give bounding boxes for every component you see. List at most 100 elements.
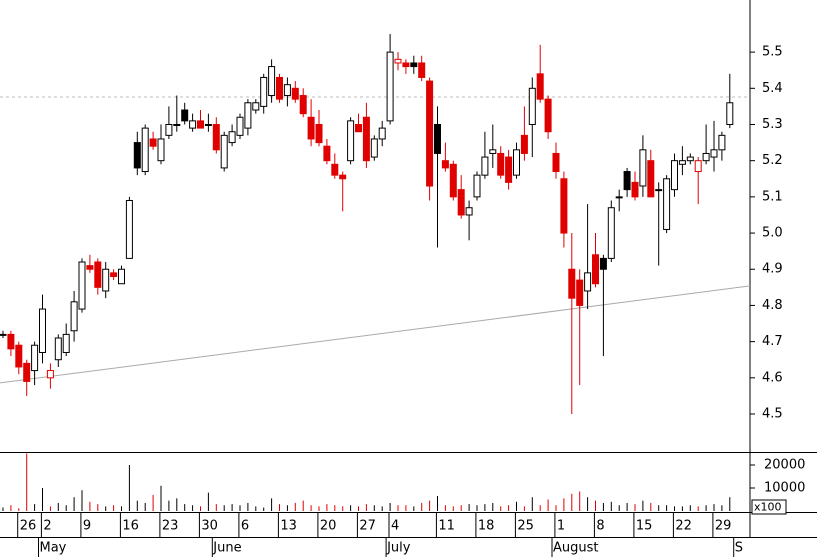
- x-tick-label: 2: [43, 519, 51, 534]
- candle-body: [283, 84, 291, 97]
- candle-body: [678, 160, 686, 165]
- candle-body: [394, 58, 402, 64]
- candle-body: [584, 272, 592, 292]
- y-tick-label: 5.2: [762, 153, 783, 168]
- candle-body: [189, 120, 197, 129]
- y-tick-label: 5.1: [762, 189, 783, 204]
- candle-body: [165, 123, 173, 136]
- candle-body: [489, 149, 497, 154]
- candle-body: [418, 62, 426, 78]
- candle-body: [78, 261, 86, 310]
- candle-body: [244, 102, 252, 129]
- candle-body: [291, 87, 299, 100]
- month-label: July: [386, 541, 411, 556]
- candle-body: [505, 156, 513, 183]
- candle-body: [639, 149, 647, 187]
- candle-body: [236, 116, 244, 136]
- candle-body: [520, 134, 528, 154]
- month-label: August: [553, 541, 599, 556]
- x-tick-label: 8: [596, 519, 604, 534]
- candle-body: [181, 109, 189, 122]
- candle-body: [362, 116, 370, 162]
- candle-body: [260, 76, 268, 107]
- candle-body: [299, 95, 307, 115]
- candle-body: [655, 189, 663, 192]
- candle-body: [513, 149, 520, 176]
- candle-body: [457, 189, 465, 216]
- candle-body: [386, 51, 394, 122]
- candle-body: [323, 145, 331, 162]
- trendline: [0, 285, 751, 384]
- candle-body: [726, 102, 734, 125]
- candle-body: [252, 102, 260, 111]
- candle-body: [671, 160, 678, 191]
- candle-body: [149, 138, 157, 147]
- volume-unit: x100: [754, 501, 782, 514]
- candle-body: [576, 279, 584, 306]
- y-tick-label: 10000: [764, 480, 805, 495]
- x-tick-label: 9: [83, 519, 91, 534]
- y-tick-label: 4.7: [762, 334, 783, 349]
- candle-body: [718, 134, 726, 151]
- candle-body: [481, 156, 489, 176]
- candle-body: [426, 80, 434, 187]
- candle-body: [141, 127, 149, 173]
- x-tick-label: 27: [359, 519, 376, 534]
- x-tick-label: 18: [478, 519, 495, 534]
- candle-body: [133, 142, 141, 169]
- x-tick-label: 29: [715, 519, 732, 534]
- candle-body: [118, 268, 125, 285]
- x-tick-label: 25: [517, 519, 534, 534]
- candle-body: [536, 73, 544, 100]
- candle-body: [39, 308, 46, 353]
- x-tick-label: 22: [675, 519, 692, 534]
- candle-body: [102, 268, 110, 292]
- x-tick-label: 11: [438, 519, 455, 534]
- y-tick-label: 4.5: [762, 407, 783, 422]
- y-tick-label: 5.0: [762, 226, 783, 241]
- candle-body: [70, 301, 78, 332]
- candle-body: [220, 134, 228, 169]
- x-tick-label: 23: [162, 519, 179, 534]
- candle-body: [331, 163, 339, 176]
- candle-body: [528, 87, 536, 125]
- candle-body: [228, 131, 236, 144]
- candle-body: [94, 261, 102, 288]
- candle-body: [378, 127, 386, 140]
- candle-body: [347, 120, 355, 162]
- candle-body: [497, 152, 505, 176]
- candle-body: [125, 199, 133, 259]
- candle-body: [607, 207, 615, 259]
- y-tick-label: 4.6: [762, 370, 783, 385]
- x-tick-label: 16: [122, 519, 139, 534]
- candle-body: [434, 123, 441, 154]
- candle-body: [615, 196, 623, 199]
- candle-body: [54, 337, 62, 361]
- x-tick-label: 20: [320, 519, 337, 534]
- candle-body: [568, 268, 576, 299]
- candle-body: [212, 123, 220, 151]
- candle-body: [631, 181, 639, 198]
- candle-body: [23, 362, 31, 382]
- y-tick-label: 20000: [764, 457, 805, 472]
- candle-body: [544, 98, 552, 133]
- candle-body: [694, 160, 702, 173]
- candle-body: [7, 333, 15, 350]
- month-label: S: [735, 541, 743, 556]
- candle-body: [110, 272, 118, 277]
- candle-body: [560, 178, 568, 234]
- candle-body: [339, 174, 347, 180]
- candle-body: [663, 178, 671, 230]
- candle-body: [86, 265, 94, 270]
- candle-body: [0, 333, 7, 336]
- month-label: May: [40, 541, 67, 556]
- candle-body: [441, 160, 449, 169]
- month-label: June: [212, 541, 241, 556]
- x-tick-label: 13: [280, 519, 297, 534]
- candle-body: [268, 66, 276, 97]
- candle-body: [473, 174, 481, 198]
- candle-body: [197, 120, 204, 129]
- candle-body: [686, 156, 694, 162]
